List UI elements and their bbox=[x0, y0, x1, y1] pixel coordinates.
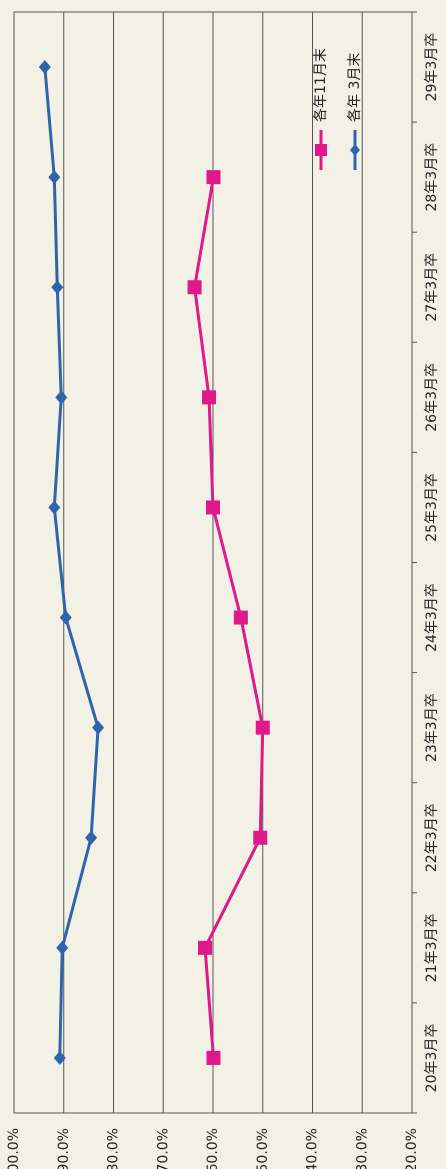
legend-swatch-marker bbox=[315, 144, 327, 156]
y-tick-label: 30.0% bbox=[354, 1128, 370, 1169]
y-tick-label: 40.0% bbox=[305, 1128, 321, 1169]
y-tick-label: 20.0% bbox=[404, 1128, 420, 1169]
data-point bbox=[92, 720, 105, 735]
data-point bbox=[48, 500, 61, 515]
data-point bbox=[187, 280, 202, 295]
x-tick-label: 24年3月卒 bbox=[424, 583, 440, 652]
y-tick-label: 50.0% bbox=[255, 1128, 271, 1169]
data-point bbox=[206, 170, 221, 185]
y-tick-label: 100.0% bbox=[6, 1128, 22, 1169]
legend-label: 各年 3月末 bbox=[347, 53, 363, 122]
y-tick-label: 90.0% bbox=[56, 1128, 72, 1169]
data-point bbox=[38, 60, 51, 75]
series-layer bbox=[38, 60, 270, 1065]
legend-swatch-marker bbox=[350, 144, 360, 156]
y-tick-labels: 20.0% 30.0% 40.0% 50.0% 60.0% 70.0% 80.0% 90.0%… bbox=[6, 1128, 420, 1169]
y-tick-label: 70.0% bbox=[155, 1128, 171, 1169]
x-tick-label: 27年3月卒 bbox=[424, 253, 440, 322]
x-tick-labels: 20年3月卒 21年3月卒 22年3月卒 23年3月卒 24年3月卒 25年3月卒 26年3… bbox=[424, 33, 440, 1093]
x-tick-label: 22年3月卒 bbox=[424, 803, 440, 872]
data-point bbox=[255, 720, 270, 735]
x-tick-label: 25年3月卒 bbox=[424, 473, 440, 542]
data-point bbox=[206, 500, 220, 515]
x-tick-label: 28年3月卒 bbox=[424, 143, 440, 212]
y-tick-label: 80.0% bbox=[106, 1128, 122, 1169]
series-line bbox=[193, 176, 265, 1059]
data-point bbox=[48, 170, 61, 185]
data-point bbox=[206, 1050, 221, 1065]
data-point bbox=[253, 830, 268, 845]
legend: 各年11月末 各年 3月末 bbox=[313, 48, 363, 170]
legend-label: 各年11月末 bbox=[313, 48, 329, 122]
y-tick-label: 60.0% bbox=[205, 1128, 221, 1169]
data-point bbox=[202, 390, 217, 405]
x-tick-label: 26年3月卒 bbox=[424, 363, 440, 432]
data-point bbox=[53, 1050, 66, 1065]
data-point bbox=[233, 610, 248, 625]
x-tick-label: 23年3月卒 bbox=[424, 693, 440, 762]
data-point bbox=[51, 280, 64, 295]
x-tick-label: 21年3月卒 bbox=[424, 913, 440, 982]
data-point bbox=[59, 610, 72, 625]
data-point bbox=[56, 940, 69, 955]
x-tick-label: 29年3月卒 bbox=[424, 33, 440, 102]
data-point bbox=[55, 390, 68, 405]
x-tick-label: 20年3月卒 bbox=[424, 1024, 440, 1093]
data-point bbox=[85, 830, 98, 845]
series-line bbox=[43, 66, 100, 1058]
data-point bbox=[198, 940, 213, 955]
